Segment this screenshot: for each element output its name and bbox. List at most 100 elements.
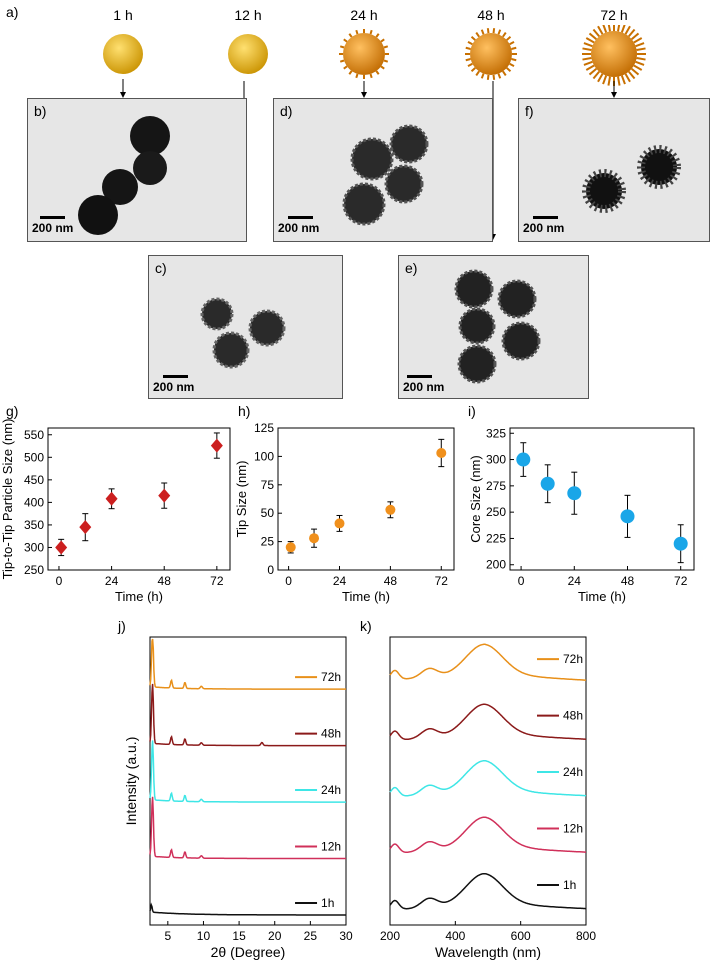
x-tick-label: 48 xyxy=(158,574,172,588)
tem-panel-e: e) 200 nm xyxy=(398,255,589,399)
spike xyxy=(628,70,636,80)
spike xyxy=(355,29,359,35)
spike xyxy=(583,42,593,48)
plot-frame xyxy=(149,636,347,926)
spike xyxy=(475,32,480,38)
spike xyxy=(475,70,480,76)
spike xyxy=(467,41,473,46)
data-point xyxy=(334,518,345,529)
spike xyxy=(633,37,643,44)
x-tick-label: 72 xyxy=(210,574,224,588)
x-axis-label: 2θ (Degree) xyxy=(211,944,286,960)
x-tick-label: 48 xyxy=(384,574,398,588)
data-point xyxy=(79,520,92,535)
x-tick-label: 0 xyxy=(285,574,292,588)
spike xyxy=(583,60,593,66)
spike xyxy=(636,57,646,61)
spike xyxy=(509,62,515,67)
x-tick-label: 200 xyxy=(380,929,400,943)
tem-particles xyxy=(78,116,170,235)
x-tick-label: 24 xyxy=(105,574,119,588)
scale-bar xyxy=(40,216,65,219)
spike xyxy=(502,70,507,76)
y-tick-label: 125 xyxy=(254,421,274,435)
y-tick-label: 275 xyxy=(486,479,506,493)
panel-label: h) xyxy=(238,403,250,419)
data-point xyxy=(620,509,635,524)
x-tick-label: 800 xyxy=(576,929,596,943)
y-tick-label: 300 xyxy=(24,540,44,554)
spike xyxy=(588,32,598,40)
time-label-24h: 24 h xyxy=(350,7,378,23)
data-point xyxy=(55,540,68,555)
y-tick-label: 100 xyxy=(254,449,274,463)
y-tick-label: 250 xyxy=(24,563,44,577)
data-point xyxy=(309,533,320,544)
y-tick-label: 50 xyxy=(261,506,275,520)
spike xyxy=(582,47,592,51)
x-axis-label: Wavelength (nm) xyxy=(435,944,541,960)
spike xyxy=(383,59,389,63)
tem-panel-label: e) xyxy=(405,260,418,276)
legend-label: 24h xyxy=(321,783,341,797)
chart-j: j) 5 10 15 20 25 30 2θ (Degree) Intensity (a.u.)… xyxy=(117,618,353,960)
spike xyxy=(339,59,345,63)
scale-text: 200 nm xyxy=(32,221,74,235)
x-tick-label: 0 xyxy=(56,574,63,588)
particle-icon-72h xyxy=(582,25,646,86)
y-tick-label: 250 xyxy=(486,505,506,519)
spike xyxy=(635,42,645,48)
spike xyxy=(597,25,604,35)
spike xyxy=(465,46,471,50)
panel-label: j) xyxy=(117,618,126,634)
tem-panel-b: b) 200 nm xyxy=(27,98,247,242)
spike xyxy=(588,68,598,76)
legend-label: 48h xyxy=(563,709,583,723)
spike xyxy=(480,73,485,79)
scale-text: 200 nm xyxy=(523,221,565,235)
spike xyxy=(383,45,389,49)
data-point xyxy=(385,504,396,515)
spike xyxy=(486,74,490,80)
tem-particles xyxy=(582,145,681,213)
spike xyxy=(617,76,621,86)
spike xyxy=(497,29,502,35)
x-tick-label: 600 xyxy=(511,929,531,943)
time-label-48h: 48 h xyxy=(477,7,505,23)
particle-icon-24h xyxy=(339,29,389,79)
tem-panel-d: d) 200 nm xyxy=(273,98,493,242)
spike xyxy=(607,25,611,32)
spike xyxy=(597,73,604,83)
series-line xyxy=(389,703,586,741)
data-point xyxy=(516,452,531,467)
x-tick-label: 72 xyxy=(435,574,449,588)
spike xyxy=(630,32,640,40)
spike xyxy=(511,46,517,50)
tem-panel-c: c) 200 nm xyxy=(148,255,343,399)
spike xyxy=(624,25,631,35)
legend-label: 12h xyxy=(321,840,341,854)
y-tick-label: 325 xyxy=(486,426,506,440)
spike xyxy=(585,37,595,44)
x-tick-label: 5 xyxy=(164,929,171,943)
y-axis-label: Intensity (a.u.) xyxy=(123,737,139,826)
legend-label: 1h xyxy=(321,896,334,910)
spike xyxy=(348,33,353,38)
scale-bar xyxy=(533,216,558,219)
scale-bar xyxy=(288,216,313,219)
spike xyxy=(628,28,636,38)
spike xyxy=(585,64,595,71)
spike xyxy=(502,32,507,38)
x-tick-label: 24 xyxy=(333,574,347,588)
spike xyxy=(602,25,608,33)
x-tick-label: 48 xyxy=(621,574,635,588)
chart-g: g) 0 24 48 72 250 300 350 400 450 500 550 Time (h) Ti… xyxy=(0,403,231,604)
chart-k: k) 200 400 600 800 Wavelength (nm) 72h 48h 24h 12… xyxy=(360,618,596,960)
spike xyxy=(355,73,359,79)
spike xyxy=(497,73,502,79)
spike xyxy=(582,57,592,61)
series-line xyxy=(389,759,587,797)
legend-label: 48h xyxy=(321,727,341,741)
series-line xyxy=(149,796,346,860)
data-point xyxy=(210,438,223,453)
